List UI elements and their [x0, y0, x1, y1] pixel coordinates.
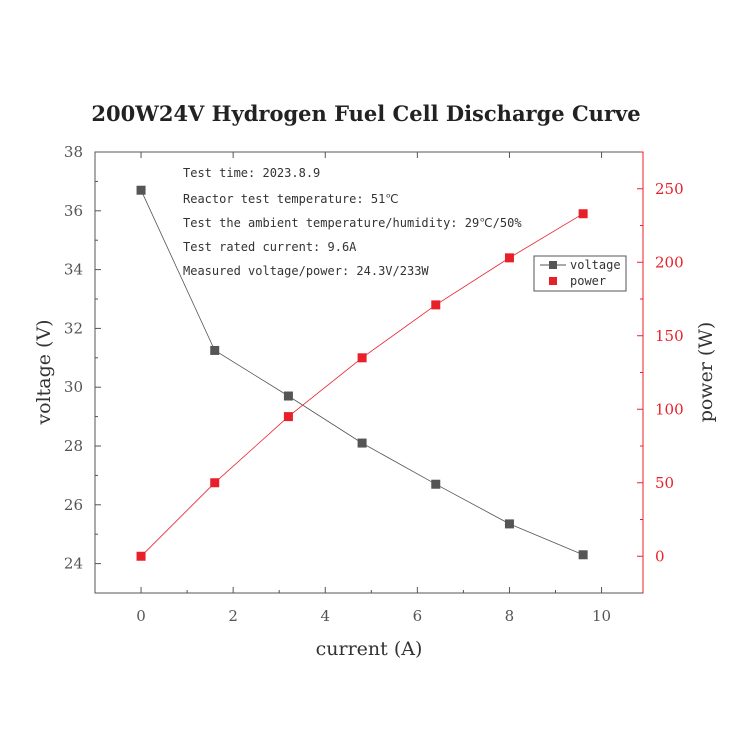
legend-power-label: power [570, 274, 606, 288]
y-left-tick-label: 24 [64, 555, 83, 573]
y-axis-right-label: power (W) [695, 322, 717, 423]
point-voltage [357, 438, 367, 448]
x-tick-label: 4 [320, 607, 330, 625]
point-power [283, 412, 293, 422]
x-axis: 0 2 4 6 8 10 [136, 152, 611, 625]
y-left-tick-label: 34 [64, 261, 83, 279]
y-axis-left: 24 26 28 30 32 34 36 38 [64, 143, 101, 573]
point-power [504, 253, 514, 263]
legend-power-marker [549, 277, 557, 285]
x-tick-label: 10 [592, 607, 611, 625]
point-voltage [283, 391, 293, 401]
y-right-tick-label: 250 [655, 180, 684, 198]
legend-voltage-marker [549, 261, 557, 269]
y-left-tick-label: 36 [64, 202, 83, 220]
annotation-measured-values: Measured voltage/power: 24.3V/233W [183, 264, 429, 278]
y-right-tick-label: 50 [655, 474, 674, 492]
point-power [431, 300, 441, 310]
y-left-tick-label: 38 [64, 143, 83, 161]
legend-voltage-label: voltage [570, 258, 621, 272]
x-tick-label: 8 [505, 607, 515, 625]
x-tick-label: 2 [228, 607, 238, 625]
point-power [136, 551, 146, 561]
y-left-tick-label: 32 [64, 319, 83, 337]
x-tick-label: 6 [413, 607, 423, 625]
y-left-tick-label: 30 [64, 378, 83, 396]
point-voltage [504, 519, 514, 529]
y-left-tick-label: 28 [64, 437, 83, 455]
point-voltage [136, 185, 146, 195]
y-axis-left-label: voltage (V) [33, 319, 55, 425]
annotation-ambient-conditions: Test the ambient temperature/humidity: 2… [183, 216, 522, 230]
annotation-rated-current: Test rated current: 9.6A [183, 240, 357, 254]
point-power [210, 478, 220, 488]
annotation-test-time: Test time: 2023.8.9 [183, 166, 320, 180]
y-right-tick-label: 150 [655, 327, 684, 345]
point-power [357, 353, 367, 363]
series-layer [136, 185, 588, 561]
y-right-tick-label: 200 [655, 253, 684, 271]
chart-title: 200W24V Hydrogen Fuel Cell Discharge Cur… [91, 101, 640, 126]
y-axis-right: 0 50 100 150 200 250 [637, 151, 684, 593]
x-tick-label: 0 [136, 607, 146, 625]
annotation-block: Test time: 2023.8.9 Reactor test tempera… [183, 166, 522, 278]
legend: voltage power [533, 255, 627, 292]
point-power [578, 209, 588, 219]
x-axis-label: current (A) [316, 638, 423, 660]
annotation-reactor-temperature: Reactor test temperature: 51℃ [183, 192, 399, 206]
point-voltage [431, 479, 441, 489]
y-left-tick-label: 26 [64, 496, 83, 514]
point-voltage [578, 550, 588, 560]
point-voltage [210, 345, 220, 355]
y-right-tick-label: 0 [655, 547, 665, 565]
y-right-tick-label: 100 [655, 400, 684, 418]
